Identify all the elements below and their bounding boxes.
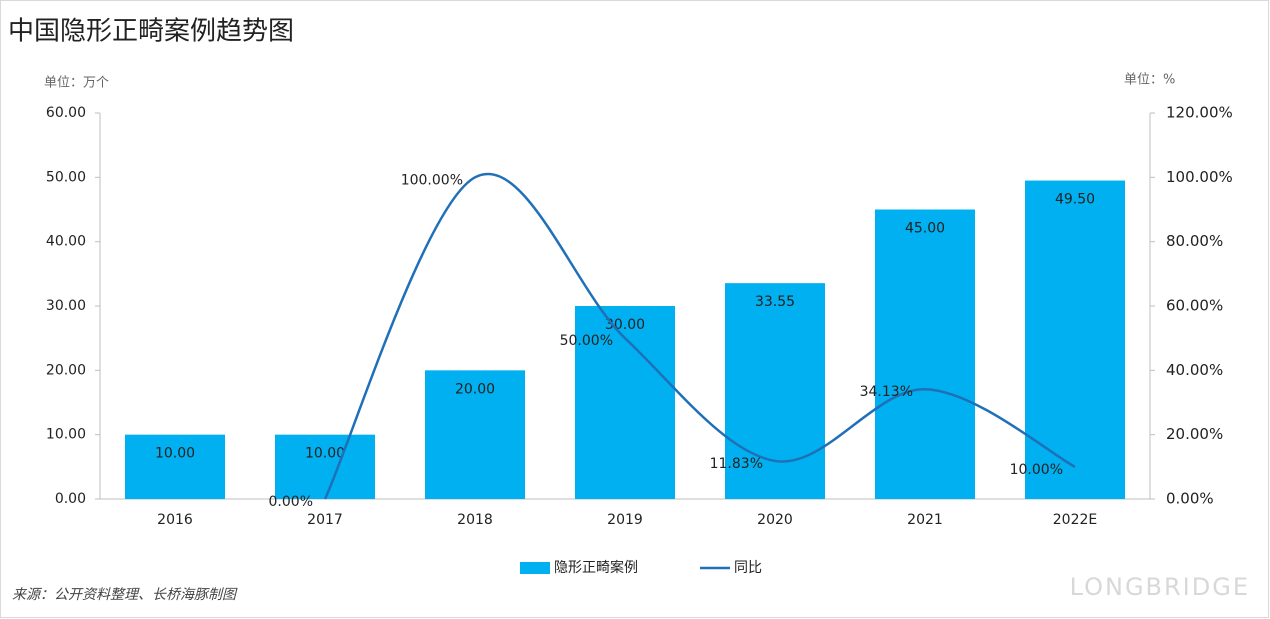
bar (725, 283, 825, 499)
y2-tick-label: 120.00% (1166, 104, 1233, 122)
y2-tick-label: 100.00% (1166, 168, 1233, 186)
bar (125, 434, 225, 499)
x-tick-label: 2016 (157, 512, 193, 528)
y-unit: 单位：万个 (44, 76, 109, 91)
y-tick-label: 20.00 (46, 362, 86, 378)
x-tick-label: 2017 (307, 512, 343, 528)
bar-value-label: 20.00 (455, 381, 495, 397)
x-tick-label: 2018 (457, 512, 493, 528)
bar (275, 434, 375, 499)
y2-tick-label: 60.00% (1166, 297, 1223, 315)
line-value-label: 0.00% (269, 494, 313, 510)
bar (425, 370, 525, 499)
y-tick-label: 30.00 (46, 298, 86, 314)
bar-value-label: 33.55 (755, 294, 795, 310)
x-tick-label: 2021 (907, 512, 943, 528)
line-value-label: 100.00% (401, 172, 463, 188)
legend-label: 隐形正畸案例 (554, 559, 638, 576)
legend-label: 同比 (734, 560, 762, 576)
y-tick-label: 60.00 (46, 105, 86, 121)
watermark: LONGBRIDGE (1070, 573, 1250, 601)
y-tick-label: 40.00 (46, 234, 86, 250)
chart-title: 中国隐形正畸案例趋势图 (8, 17, 294, 47)
y-tick-label: 0.00 (55, 491, 86, 507)
line-value-label: 50.00% (560, 333, 613, 349)
y2-tick-label: 0.00% (1166, 490, 1214, 508)
y-tick-label: 10.00 (46, 427, 86, 443)
y2-tick-label: 20.00% (1166, 425, 1223, 443)
line-value-label: 34.13% (860, 384, 913, 400)
bar (875, 209, 975, 499)
x-tick-label: 2019 (607, 512, 643, 528)
bar-value-label: 45.00 (905, 221, 945, 237)
y2-unit: 单位：% (1124, 73, 1175, 88)
legend-swatch (520, 562, 550, 574)
line-value-label: 10.00% (1010, 462, 1063, 478)
bar (1025, 180, 1125, 500)
bar-value-label: 49.50 (1055, 192, 1095, 208)
line-value-label: 11.83% (710, 456, 763, 472)
y2-tick-label: 80.00% (1166, 232, 1223, 250)
source-note: 来源：公开资料整理、长桥海豚制图 (12, 587, 238, 603)
bar-value-label: 10.00 (155, 446, 195, 462)
bar-value-label: 10.00 (305, 446, 345, 462)
x-tick-label: 2020 (757, 512, 793, 528)
x-tick-label: 2022E (1053, 512, 1097, 528)
y-tick-label: 50.00 (46, 169, 86, 185)
line (323, 173, 1076, 500)
y2-tick-label: 40.00% (1166, 361, 1223, 379)
bar-value-label: 30.00 (605, 317, 645, 333)
